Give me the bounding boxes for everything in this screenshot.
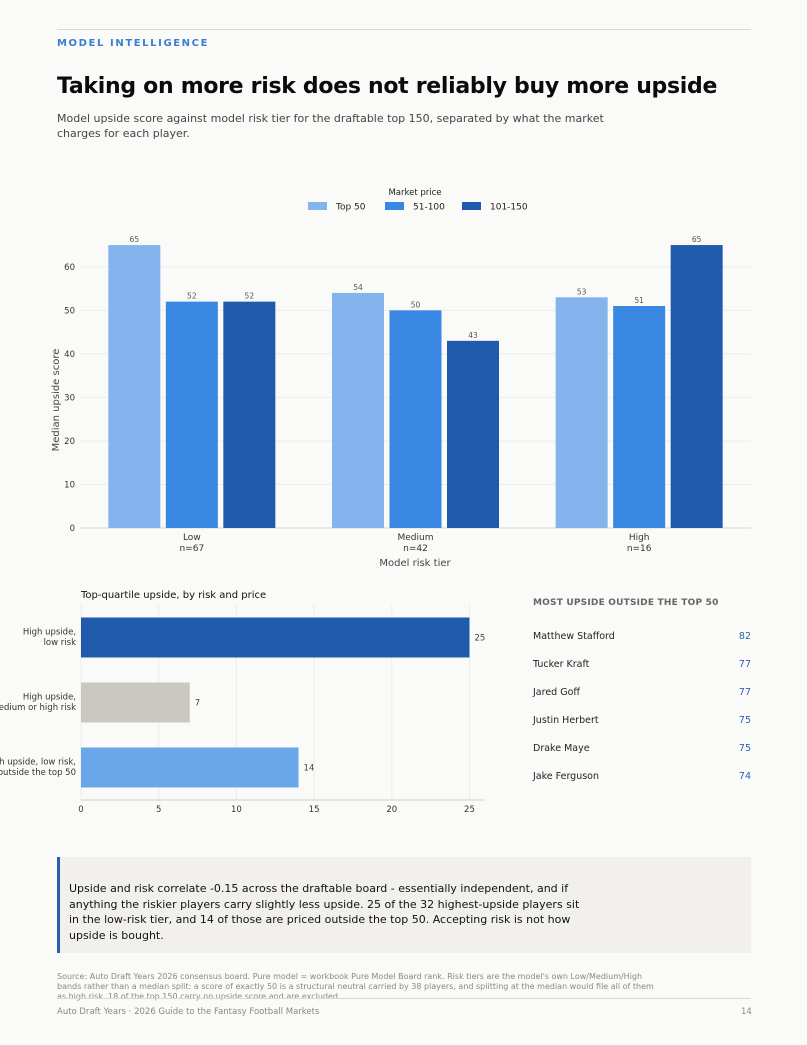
- bar-value-label: 50: [411, 300, 421, 309]
- page-title: Taking on more risk does not reliably bu…: [57, 74, 718, 99]
- source-note: Source: Auto Draft Years 2026 consensus …: [57, 972, 654, 1001]
- bar: [223, 301, 276, 528]
- list-item: Jake Ferguson 74: [533, 762, 751, 790]
- y-tick-label: 40: [64, 350, 75, 360]
- x-tick-label: Low: [183, 533, 201, 543]
- footer-rule: [57, 998, 751, 999]
- y-tick-label-line: medium or high risk: [0, 703, 76, 713]
- x-tick-label: 0: [78, 805, 83, 815]
- list-item: Matthew Stafford 82: [533, 622, 751, 650]
- bar: [165, 301, 218, 528]
- callout-text: Upside and risk correlate -0.15 across t…: [69, 882, 580, 942]
- player-name: Drake Maye: [533, 742, 590, 754]
- player-name: Matthew Stafford: [533, 630, 615, 642]
- y-tick-label: 10: [64, 480, 75, 490]
- player-name: Tucker Kraft: [533, 658, 590, 670]
- y-axis-label: Median upside score: [51, 349, 62, 452]
- bar: [81, 617, 470, 658]
- bar: [81, 682, 190, 723]
- bar: [332, 292, 384, 528]
- key-finding-callout: Upside and risk correlate -0.15 across t…: [57, 857, 751, 953]
- bar-value-label: 43: [468, 331, 478, 340]
- section-kicker: MODEL INTELLIGENCE: [57, 38, 210, 49]
- y-tick-label: High upside, low risk,outside the top 50: [0, 758, 76, 779]
- bar: [108, 245, 161, 528]
- player-list: Matthew Stafford 82 Tucker Kraft 77 Jare…: [533, 622, 751, 790]
- bar-value-label: 53: [577, 287, 587, 296]
- horizontal-bar-chart: Top-quartile upside, by risk and price 0 5…: [0, 590, 485, 815]
- x-tick-label: 15: [309, 805, 320, 815]
- y-tick-label-line: outside the top 50: [0, 768, 76, 778]
- legend-label: 51-100: [413, 203, 445, 213]
- player-upside: 82: [738, 630, 751, 642]
- bar-value-label: 54: [353, 283, 363, 292]
- player-name: Jared Goff: [533, 686, 580, 698]
- x-tick-sublabel: n=42: [403, 544, 428, 554]
- legend-label: 101-150: [490, 203, 528, 213]
- legend-swatch: [385, 202, 404, 210]
- player-name: Justin Herbert: [533, 714, 599, 726]
- legend-label: Top 50: [335, 203, 366, 213]
- legend-swatch: [308, 202, 327, 210]
- footer-publication: Auto Draft Years · 2026 Guide to the Fan…: [57, 1007, 320, 1017]
- y-tick-label-line: High upside, low risk,: [0, 758, 76, 768]
- player-upside: 75: [738, 742, 751, 754]
- chart-title: Top-quartile upside, by risk and price: [80, 590, 266, 601]
- y-tick-label: 30: [64, 393, 75, 403]
- bar-value-label: 65: [130, 235, 140, 244]
- bar: [81, 747, 299, 788]
- page-subtitle: Model upside score against model risk ti…: [57, 112, 604, 140]
- y-tick-label-line: High upside,: [23, 693, 76, 703]
- bar-value-label: 7: [195, 699, 200, 709]
- y-tick-label-line: High upside,: [23, 628, 76, 638]
- page-number: 14: [741, 1007, 752, 1017]
- list-item: Jared Goff 77: [533, 678, 751, 706]
- x-tick-label: 25: [464, 805, 475, 815]
- y-tick-label: 50: [64, 306, 75, 316]
- x-tick-sublabel: n=16: [627, 544, 652, 554]
- player-upside: 77: [738, 658, 751, 670]
- x-axis-label: Model risk tier: [379, 558, 451, 569]
- x-tick-sublabel: n=67: [179, 544, 204, 554]
- bar-value-label: 51: [634, 296, 644, 305]
- y-tick-label: High upside, low risk: [23, 628, 76, 649]
- bar: [670, 245, 723, 528]
- x-tick-label: Medium: [398, 533, 434, 543]
- y-tick-label: 20: [64, 437, 75, 447]
- y-tick-label-line: low risk: [44, 638, 77, 648]
- y-tick-label: High upside,medium or high risk: [0, 693, 76, 714]
- legend-swatch: [462, 202, 481, 210]
- y-tick-label: 0: [70, 524, 75, 534]
- bar-value-label: 14: [304, 764, 315, 774]
- bar-value-label: 52: [245, 292, 255, 301]
- player-upside: 77: [738, 686, 751, 698]
- bar-value-label: 52: [187, 292, 197, 301]
- player-upside: 75: [738, 714, 751, 726]
- player-upside: 74: [738, 770, 751, 782]
- panel-title: MOST UPSIDE OUTSIDE THE TOP 50: [533, 598, 719, 608]
- legend-title: Market price: [388, 188, 441, 198]
- bar-value-label: 65: [692, 235, 702, 244]
- bar: [389, 310, 442, 528]
- x-tick-label: 10: [231, 805, 242, 815]
- list-item: Tucker Kraft 77: [533, 650, 751, 678]
- list-item: Justin Herbert 75: [533, 706, 751, 734]
- grouped-bar-chart: Market price Top 50 51-100 101-150 0 10 20 30 40…: [51, 188, 751, 569]
- bar: [613, 306, 666, 528]
- bar: [447, 340, 499, 528]
- list-item: Drake Maye 75: [533, 734, 751, 762]
- player-name: Jake Ferguson: [533, 770, 600, 782]
- bar: [555, 297, 608, 528]
- x-tick-label: 20: [386, 805, 397, 815]
- x-tick-label: 5: [156, 805, 161, 815]
- x-tick-label: High: [629, 533, 650, 543]
- bar-value-label: 25: [474, 634, 485, 644]
- y-tick-label: 60: [64, 263, 75, 273]
- top-rule: [57, 29, 751, 30]
